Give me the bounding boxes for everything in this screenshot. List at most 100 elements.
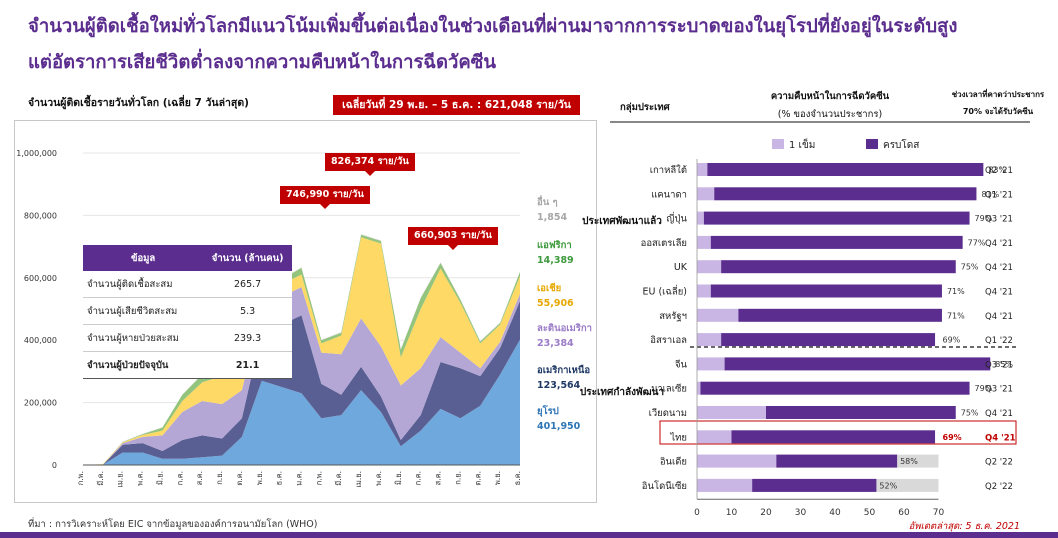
x-tick-label: ส.ค. (195, 471, 204, 485)
first-dose-bar (697, 260, 722, 274)
x-tick-label: ต.ค. (473, 471, 482, 486)
vaccine-chart-subtitle: (% ของจำนวนประชากร) (778, 109, 882, 120)
fully-vaccinated-bar (766, 406, 956, 419)
region-name: ละตินอเมริกา (537, 323, 592, 334)
fully-vaccinated-bar (731, 430, 936, 444)
region-name: อเมริกาเหนือ (537, 365, 591, 376)
region-label-africa: แอฟริกา 14,389 (537, 238, 574, 268)
y-tick-label: 200,000 (24, 399, 57, 408)
source-note: ที่มา : การวิเคราะห์โดย EIC จากข้อมูลของ… (28, 519, 318, 530)
fully-vaccinated-bar (776, 454, 898, 468)
total-percent-label: 75% (961, 263, 979, 272)
first-dose-bar (697, 454, 777, 468)
summary-label: จำนวนผู้หายป่วยสะสม (83, 324, 204, 352)
x-tick-label: ม.ค. (295, 471, 304, 486)
total-percent-label: 77% (968, 238, 986, 247)
first-dose-bar (697, 333, 722, 347)
x-tick-label: เม.ย. (116, 471, 125, 488)
expected-quarter-label: Q2 '22 (985, 458, 1013, 468)
legend-label-first-dose: 1 เข็ม (789, 137, 815, 151)
first-dose-bar (697, 357, 725, 371)
x-tick-label: ก.ย. (453, 471, 462, 485)
expected-quarter-label: Q3 '21 (985, 215, 1013, 225)
summary-row: จำนวนผู้ป่วยปัจจุบัน 21.1 (83, 351, 292, 379)
region-value: 123,564 (537, 380, 581, 391)
x-tick-label: ธ.ค. (513, 471, 522, 485)
first-dose-bar (697, 284, 711, 298)
daily-cases-chart: 0 200,000 400,000 600,000 800,000 1,000,000 ก.… (14, 120, 597, 503)
x-tick-label: เม.ย. (354, 471, 363, 488)
first-dose-bar (697, 406, 766, 419)
expected-quarter-label: Q4 '21 (985, 263, 1013, 273)
thailand-highlight-box (659, 420, 1017, 445)
x-tick-label: 20 (760, 508, 772, 518)
x-tick-label: 60 (898, 508, 910, 518)
country-label: อินโดนีเซีย (641, 480, 687, 492)
x-tick-label: 30 (795, 508, 807, 518)
summary-label: จำนวนผู้เสียชีวิตสะสม (83, 297, 204, 325)
summary-value: 265.7 (203, 271, 292, 298)
legend-swatch-first-dose (772, 139, 784, 149)
expected-quarter-label: Q1 '21 (985, 190, 1013, 200)
left-chart-title: จำนวนผู้ติดเชื้อรายวันทั่วโลก (เฉลี่ย 7 … (28, 97, 249, 109)
country-label: UK (674, 262, 688, 273)
expected-quarter-label: Q2 '21 (985, 166, 1013, 176)
region-value: 23,384 (537, 338, 574, 349)
x-tick-label: ส.ค. (434, 471, 443, 485)
region-label-asia: เอเชีย 55,906 (537, 281, 574, 311)
fully-vaccinated-bar (721, 260, 956, 274)
x-tick-label: พ.ย. (255, 471, 264, 485)
first-dose-bar (697, 308, 739, 322)
bottom-accent-bar (0, 532, 1058, 538)
first-dose-bar (697, 478, 753, 492)
peak-callout: 746,990 ราย/วัน (280, 186, 370, 209)
total-percent-label: 83% (988, 166, 1006, 175)
y-tick-label: 0 (52, 461, 57, 470)
total-percent-label: 85% (995, 360, 1013, 369)
country-label: อิสราเอล (650, 335, 687, 346)
x-tick-label: ก.พ. (76, 471, 85, 485)
x-tick-label: พ.ค. (136, 471, 145, 486)
summary-label: จำนวนผู้ป่วยปัจจุบัน (83, 351, 204, 379)
summary-row: จำนวนผู้หายป่วยสะสม 239.3 (83, 324, 292, 352)
x-tick-label: มี.ค. (334, 471, 343, 486)
country-label: เกาหลีใต้ (650, 164, 687, 176)
country-label: ออสเตรเลีย (641, 237, 687, 249)
x-tick-label: ต.ค. (235, 471, 244, 486)
country-label: จีน (675, 358, 688, 370)
x-tick-label: พ.ค. (374, 471, 383, 486)
x-tick-label: ก.ค. (414, 471, 423, 485)
x-tick-label: 0 (694, 508, 700, 518)
expected-quarter-label: Q4 '21 (985, 433, 1016, 443)
group-label-developed: ประเทศพัฒนาแล้ว (582, 215, 662, 227)
total-percent-label: 71% (947, 311, 965, 320)
series-area (83, 287, 520, 465)
summary-label: จำนวนผู้ติดเชื้อสะสม (83, 271, 204, 298)
fully-vaccinated-bar (721, 333, 936, 347)
region-name: เอเชีย (537, 283, 562, 294)
first-dose-bar (697, 235, 711, 249)
expected-quarter-label: Q4 '21 (985, 409, 1013, 419)
summary-value: 239.3 (203, 324, 292, 352)
total-percent-label: 69% (943, 336, 961, 345)
series-area (83, 300, 520, 465)
country-label: แคนาดา (651, 189, 687, 200)
country-label: ญี่ปุ่น (666, 212, 687, 225)
region-name: ยุโรป (537, 406, 559, 417)
x-tick-label: ก.ค. (175, 471, 184, 485)
region-value: 1,854 (537, 212, 568, 223)
x-tick-label: ก.พ. (314, 471, 323, 485)
total-percent-label: 75% (961, 409, 979, 418)
series-area (83, 339, 520, 465)
country-label: อินเดีย (660, 456, 687, 468)
first-dose-bar (697, 163, 708, 176)
region-label-others: อื่น ๆ 1,854 (537, 195, 567, 225)
summary-value: 21.1 (203, 351, 292, 379)
weekly-average-box: เฉลี่ยวันที่ 29 พ.ย. – 5 ธ.ค. : 621,048 … (333, 95, 580, 115)
x-tick-label: มิ.ย. (394, 471, 403, 485)
fully-vaccinated-bar (707, 163, 984, 176)
legend-swatch-fully (866, 139, 878, 149)
summary-row: จำนวนผู้เสียชีวิตสะสม 5.3 (83, 297, 292, 325)
headline-line-1: จำนวนผู้ติดเชื้อใหม่ทั่วโลกมีแนวโน้มเพิ่… (28, 16, 958, 37)
expected-quarter-label: Q1 '22 (985, 336, 1013, 346)
